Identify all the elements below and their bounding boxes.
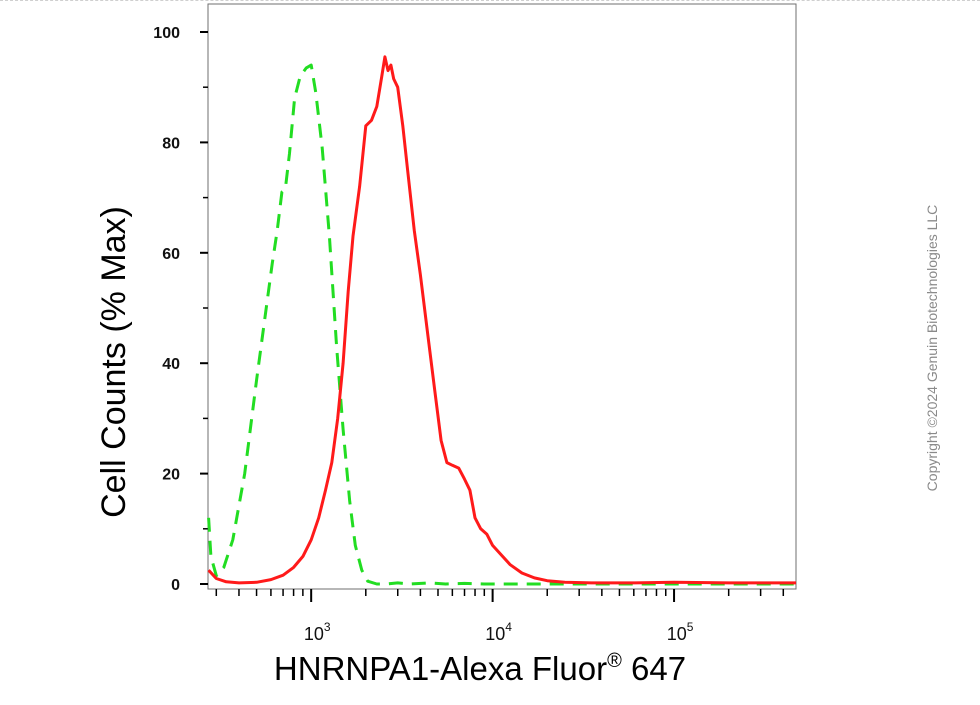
y-tick-label: 0 <box>171 577 180 594</box>
x-axis-label-suffix: 647 <box>622 650 686 687</box>
y-tick-label: 60 <box>162 246 180 263</box>
x-axis-label-main: HNRNPA1-Alexa Fluor <box>274 650 607 687</box>
x-tick-label: 105 <box>667 620 694 644</box>
y-axis: 0 20 40 60 80 100 <box>153 25 208 594</box>
x-tick-label: 104 <box>485 620 512 644</box>
y-tick-label: 100 <box>153 25 180 42</box>
x-tick-label: 103 <box>304 620 331 644</box>
x-axis: 103 104 105 <box>215 589 785 644</box>
solid-series-line <box>207 55 796 585</box>
y-axis-label: Cell Counts (% Max) <box>95 206 133 518</box>
dashed-series-line <box>207 63 796 586</box>
copyright-watermark: Copyright ©2024 Genuin Biotechnologies L… <box>924 205 940 492</box>
plot-frame <box>207 3 797 590</box>
x-axis-label: HNRNPA1-Alexa Fluor® 647 <box>274 650 686 687</box>
series-layer <box>207 55 796 586</box>
top-border-dashed <box>0 0 980 1</box>
x-axis-label-registered: ® <box>607 650 622 672</box>
y-tick-label: 80 <box>162 135 180 152</box>
y-tick-label: 20 <box>162 467 180 484</box>
y-tick-label: 40 <box>162 356 180 373</box>
